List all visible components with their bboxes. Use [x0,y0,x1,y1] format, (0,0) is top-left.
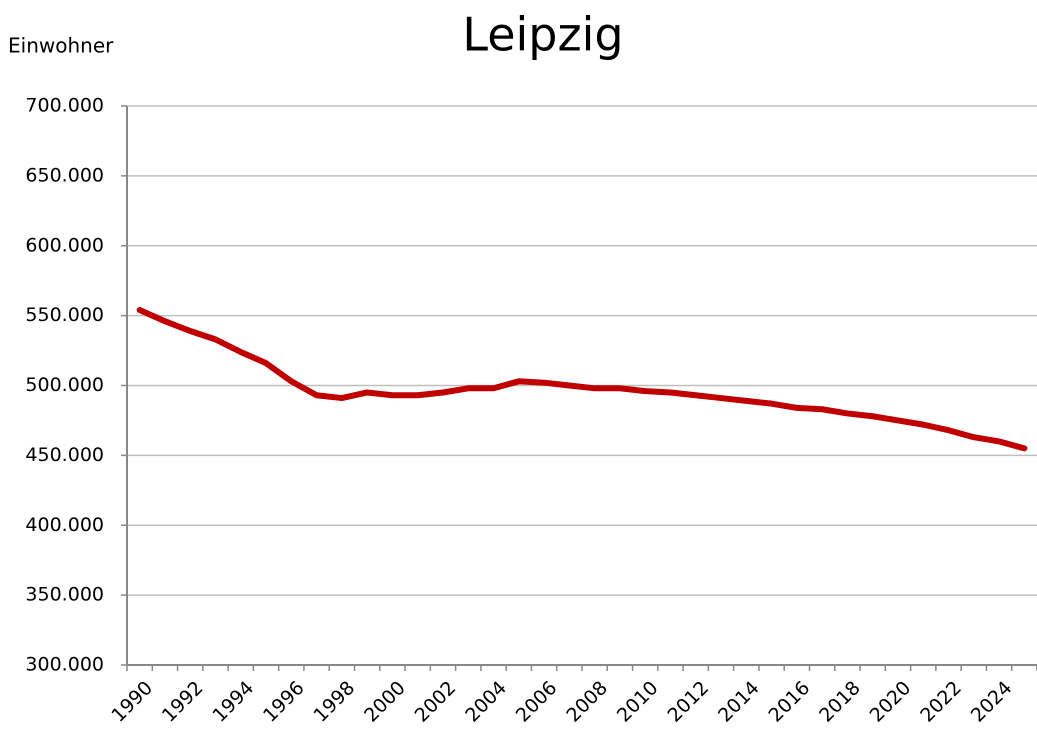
y-tick-label: 300.000 [25,654,104,676]
y-tick-label: 650.000 [25,164,104,186]
x-tick-label: 1998 [310,677,360,727]
y-tick-label: 700.000 [25,95,104,117]
data-line [136,307,1028,452]
x-tick-label: 2016 [765,677,815,727]
x-tick-label: 2012 [663,677,713,727]
x-tick-label: 2014 [714,677,764,727]
x-tick-label: 2018 [815,677,865,727]
y-tick-label: 550.000 [25,304,104,326]
y-tick-label: 350.000 [25,584,104,606]
x-tick-label: 2008 [562,677,612,727]
x-tick-label: 2004 [461,677,511,727]
y-tick-label: 600.000 [25,234,104,256]
x-tick-label: 2024 [967,677,1017,727]
y-tick-label: 500.000 [25,374,104,396]
x-tick-label: 1992 [158,677,208,727]
y-tick-label: 450.000 [25,444,104,466]
x-tick-label: 1994 [208,677,258,727]
chart-title: Leipzig [462,8,623,62]
y-axis-label: Einwohner [8,34,114,58]
x-tick-label: 2010 [613,677,663,727]
x-tick-label: 2022 [916,677,966,727]
y-tick-label: 400.000 [25,514,104,536]
x-tick-label: 2000 [360,677,410,727]
x-tick-label: 2006 [512,677,562,727]
x-tick-label: 2020 [866,677,916,727]
x-tick-label: 1996 [259,677,309,727]
x-tick-label: 1990 [107,677,157,727]
x-tick-label: 2002 [411,677,461,727]
